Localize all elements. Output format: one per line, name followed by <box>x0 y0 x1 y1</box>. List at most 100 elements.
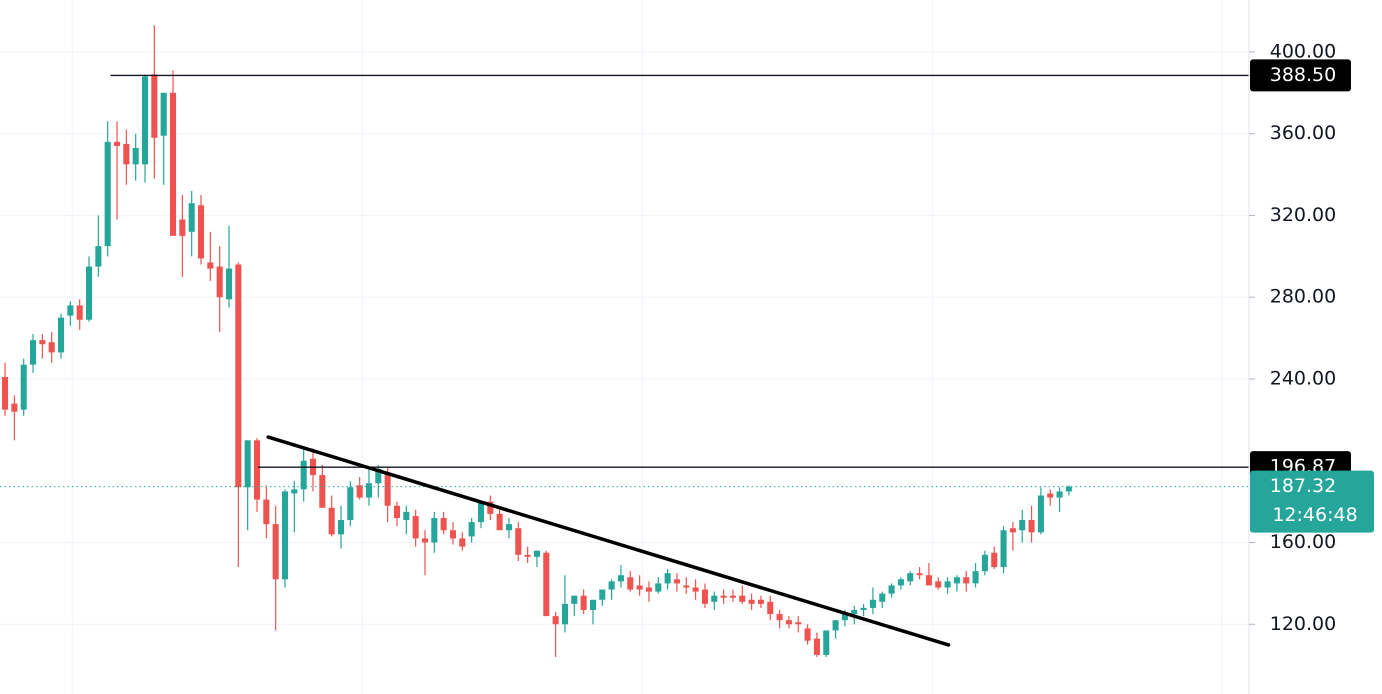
candle-body <box>869 599 876 608</box>
candle-body <box>1019 520 1026 531</box>
candle-body <box>281 491 289 580</box>
candle-body <box>907 573 914 582</box>
candle-body <box>403 511 410 521</box>
candle-body <box>1000 530 1007 568</box>
candle-body <box>188 203 195 232</box>
candle-body <box>20 364 27 410</box>
candle-body <box>823 630 830 655</box>
candle-body <box>337 520 345 535</box>
price-label: 388.50 <box>1270 64 1336 86</box>
candle-body <box>1047 493 1054 498</box>
candle-body <box>589 599 596 610</box>
candle-body <box>785 620 792 625</box>
candle-body <box>347 487 354 521</box>
y-tick-label: 360.00 <box>1270 122 1336 144</box>
candle-body <box>701 589 708 604</box>
candle-body <box>599 589 606 600</box>
candle-body <box>365 483 373 498</box>
y-tick-label: 240.00 <box>1270 367 1336 389</box>
candle-body <box>85 266 93 320</box>
candle-body <box>561 603 568 625</box>
candle-body <box>319 475 326 508</box>
candle-body <box>1009 528 1016 533</box>
candle-body <box>141 76 149 165</box>
candle-body <box>328 507 335 535</box>
candle-body <box>524 554 531 557</box>
candle-body <box>720 595 727 598</box>
candle-body <box>449 530 457 539</box>
candle-body <box>263 499 270 525</box>
price-axis: 120.00 160.00 240.00 280.00 320.00 360.00 400.… <box>1249 40 1374 635</box>
candle-body <box>832 620 839 631</box>
candle-body <box>48 342 55 353</box>
y-tick-label: 120.00 <box>1270 613 1336 635</box>
candle-body <box>981 554 988 572</box>
candle-body <box>683 585 690 588</box>
candle-body <box>487 501 494 514</box>
candle-body <box>953 577 960 584</box>
y-tick-label: 320.00 <box>1270 204 1336 226</box>
candle-body <box>459 538 466 547</box>
candle-body <box>67 305 74 316</box>
candle-body <box>113 141 121 146</box>
candle-body <box>95 246 102 267</box>
candle-body <box>412 515 419 539</box>
candle-body <box>197 205 205 259</box>
candle-body <box>393 505 401 518</box>
candle-body <box>617 575 624 582</box>
candle-body <box>421 538 429 543</box>
candle-body <box>272 524 279 580</box>
candle-body <box>2 376 9 410</box>
candle-body <box>505 524 513 531</box>
grid <box>0 0 1249 694</box>
candle-body <box>608 581 615 590</box>
candle-body <box>244 440 251 488</box>
last-price-box <box>1250 470 1374 533</box>
candle-body <box>291 489 298 494</box>
candle-body <box>888 585 895 594</box>
candle-body <box>11 403 18 412</box>
candle-body <box>300 460 307 490</box>
candle-body <box>757 599 764 604</box>
candle-body <box>39 340 46 345</box>
candle-body <box>963 577 970 584</box>
last-price-label: 187.32 <box>1270 475 1336 497</box>
candle-body <box>944 581 951 588</box>
countdown-label: 12:46:48 <box>1272 504 1357 526</box>
candle-body <box>729 595 736 598</box>
candle-body <box>897 579 904 586</box>
candle-body <box>515 528 522 555</box>
trend-line <box>266 435 951 647</box>
candle-body <box>851 609 858 615</box>
candle-body <box>627 577 634 590</box>
y-tick-label: 280.00 <box>1270 286 1336 308</box>
candle-body <box>655 583 662 592</box>
candle-body <box>813 638 820 655</box>
candle-body <box>841 614 848 621</box>
candle-body <box>468 522 475 537</box>
candle-body <box>673 579 680 584</box>
candle-body <box>496 513 503 531</box>
candle-body <box>879 593 886 602</box>
candle-body <box>57 317 65 353</box>
candle-body <box>664 573 671 584</box>
plot-area <box>0 25 1249 658</box>
candle-body <box>748 599 755 604</box>
candle-body <box>431 517 438 543</box>
candle-body <box>580 595 587 610</box>
candle-body <box>935 581 942 588</box>
candle-body <box>776 614 783 621</box>
candle-body <box>235 264 242 488</box>
candle-body <box>1037 495 1044 533</box>
candle-body <box>160 92 167 136</box>
candle-body <box>1028 520 1035 533</box>
candle-body <box>477 501 485 523</box>
candle-body <box>543 552 550 617</box>
candle-body <box>151 74 158 138</box>
candle-body <box>104 141 111 247</box>
candle-body <box>76 305 83 320</box>
candle-body <box>860 607 867 610</box>
candle-body <box>925 575 932 586</box>
price-label-box <box>1250 59 1351 92</box>
